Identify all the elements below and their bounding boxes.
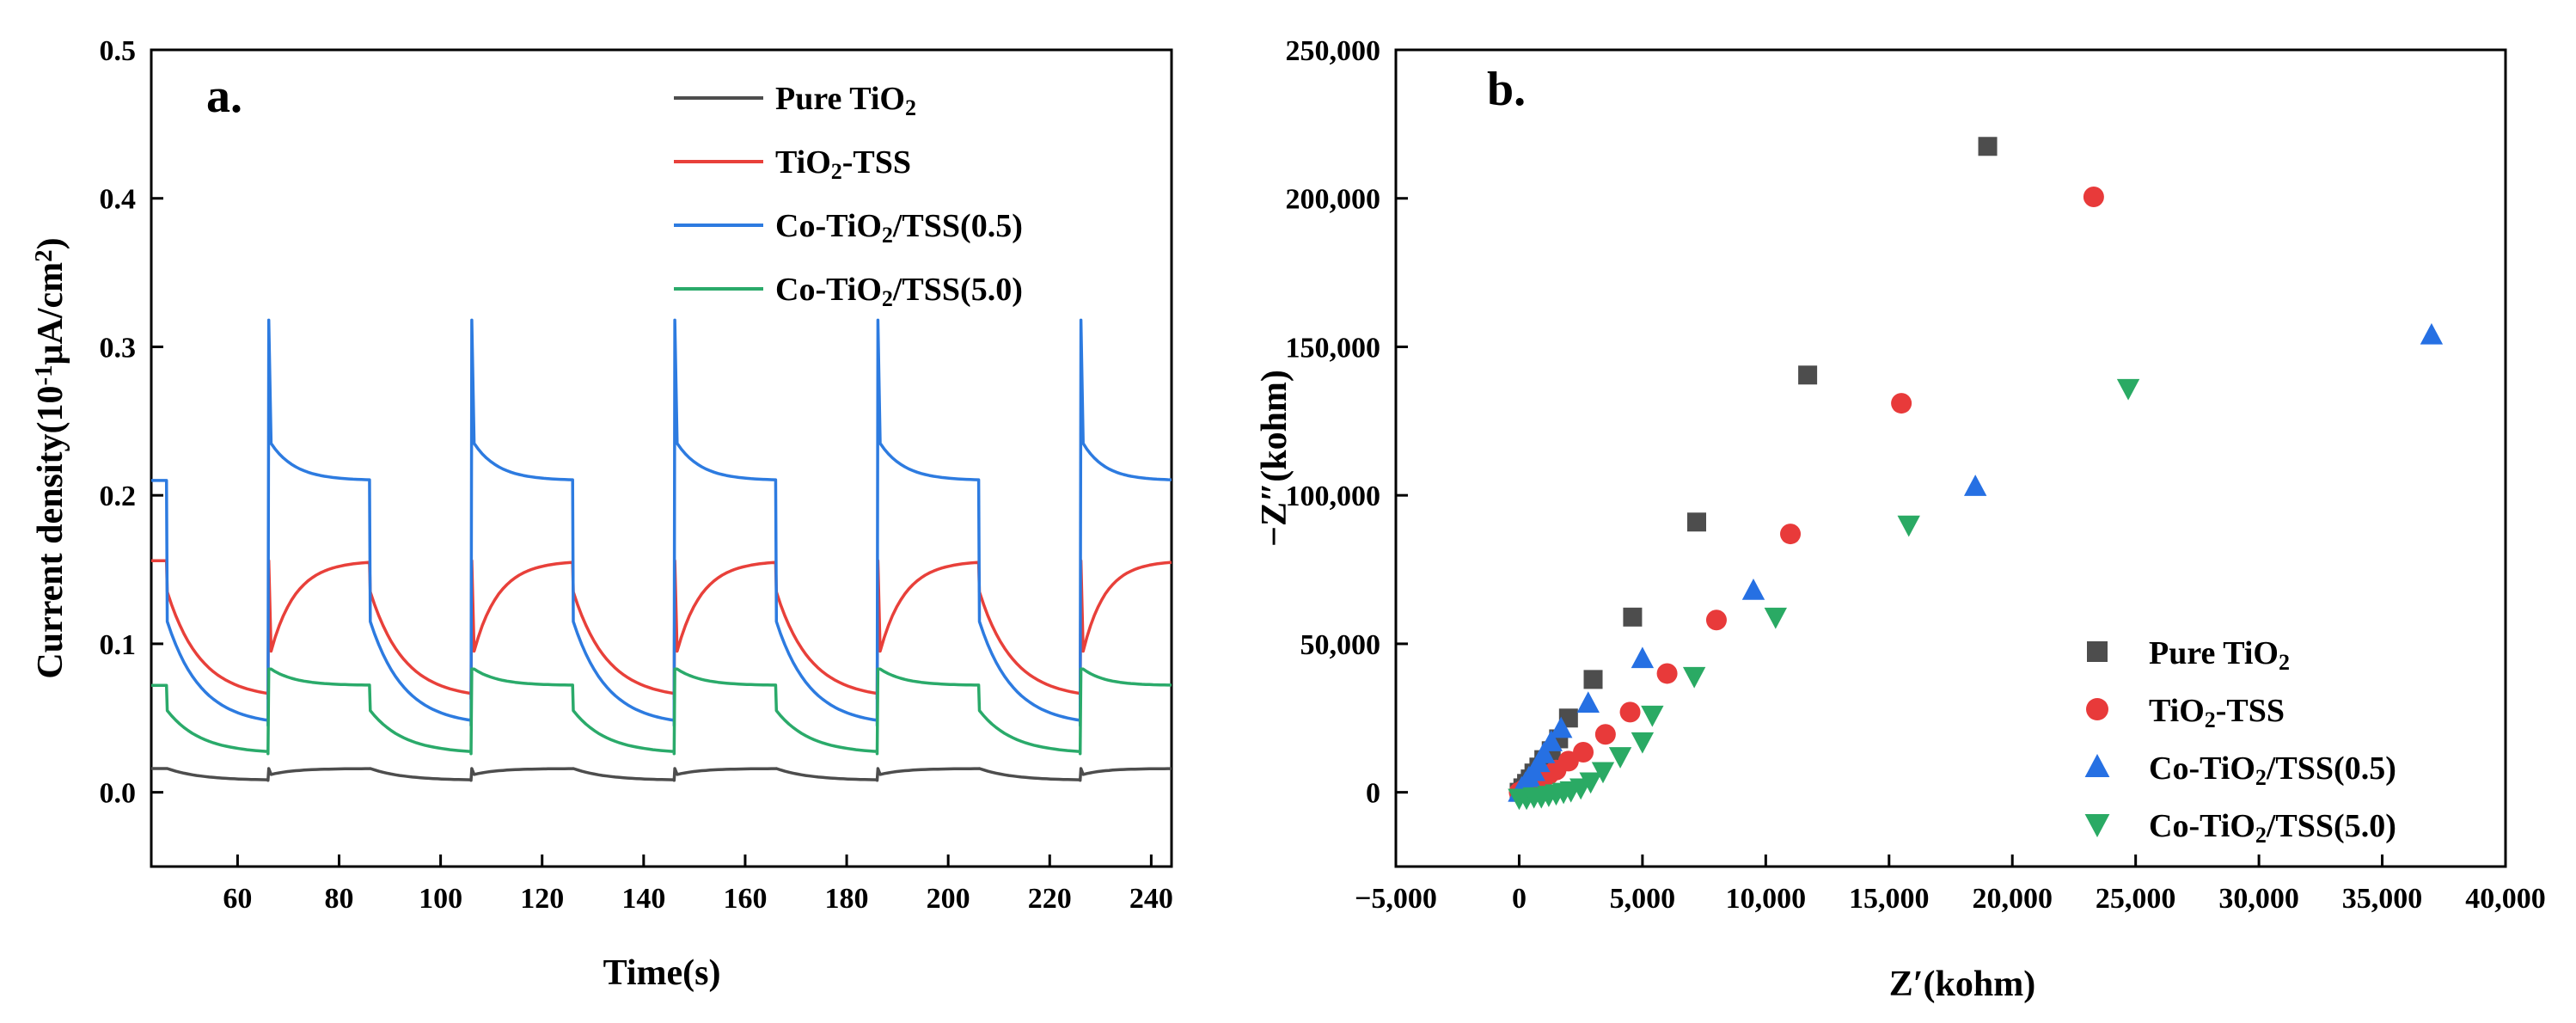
data-point [1631, 646, 1655, 669]
x-tick-label-b: 25,000 [2096, 883, 2176, 915]
y-tick-label-a: 0.5 [100, 35, 137, 67]
data-point [1591, 762, 1615, 784]
data-point [1576, 691, 1600, 713]
legend-marker-b [2084, 754, 2110, 777]
legend-label-a: Pure TiO2 [775, 81, 916, 120]
x-tick-label-b: 40,000 [2465, 883, 2546, 915]
x-tick-label-a: 240 [1129, 883, 1173, 915]
x-tick-label-b: 10,000 [1726, 883, 1807, 915]
data-point [1594, 724, 1616, 745]
data-point [1631, 732, 1655, 754]
x-tick-label-a: 80 [325, 883, 354, 915]
data-point [1963, 475, 1987, 496]
series-line [150, 559, 1172, 701]
data-point [1891, 393, 1912, 414]
data-point [1623, 607, 1643, 627]
data-point [1573, 742, 1594, 763]
data-point [1656, 663, 1678, 684]
x-tick-label-a: 140 [621, 883, 665, 915]
chart-a: 60 80 100 120 140 160 180 200 220 240 0.00.10.20.… [30, 35, 1172, 993]
plot-frame-b [1394, 48, 2507, 868]
plot-frame-a [150, 48, 1173, 868]
y-axis-title-b: −Z″(kohm) [1255, 370, 1294, 547]
y-tick-label-a: 0.3 [100, 332, 137, 364]
x-tick-label-b: 35,000 [2342, 883, 2423, 915]
y-axis-b: 0 50,000 100,000 150,000 200,000 250,000 [1286, 35, 1408, 810]
data-point [1557, 750, 1579, 772]
series-group-b [1508, 137, 2444, 811]
data-point [1550, 716, 1573, 738]
y-axis-a: 0.0 0.1 0.2 0.3 0.4 0.5 [100, 35, 163, 810]
data-point [1682, 666, 1706, 689]
data-point [1619, 701, 1641, 723]
legend-b: Pure TiO2 TiO2-TSS Co-TiO2/TSS(0.5) Co-TiO2… [2084, 635, 2396, 848]
x-tick-label-b: 20,000 [1972, 883, 2053, 915]
legend-label-b: Co-TiO2/TSS(0.5) [2149, 750, 2396, 790]
x-tick-label-a: 180 [825, 883, 869, 915]
y-tick-label-b: 50,000 [1300, 629, 1381, 661]
data-point [1583, 670, 1603, 689]
x-tick-label-a: 100 [419, 883, 462, 915]
y-axis-title-a: Current density(10-1μA/cm2) [30, 237, 70, 678]
data-point [1780, 524, 1802, 545]
data-point [2116, 378, 2140, 401]
x-axis-title-b: Z′(kohm) [1889, 965, 2036, 1004]
series-line [150, 318, 1172, 727]
legend-label-b: Pure TiO2 [2149, 635, 2290, 675]
legend-a: Pure TiO2 TiO2-TSS Co-TiO2/TSS(0.5) Co-TiO2… [674, 81, 1023, 311]
data-point [2420, 322, 2444, 345]
panel-label-a: a. [206, 70, 242, 123]
x-tick-label-a: 160 [723, 883, 767, 915]
data-point [1579, 772, 1602, 794]
data-point [1705, 610, 1727, 631]
panel-label-b: b. [1487, 63, 1526, 116]
y-tick-label-a: 0.4 [100, 184, 137, 216]
data-point [1539, 730, 1563, 751]
series-line [150, 767, 1172, 782]
data-point [1641, 705, 1664, 727]
data-point [1764, 607, 1788, 629]
x-tick-label-b: −5,000 [1355, 883, 1437, 915]
legend-marker-b [2086, 698, 2108, 720]
x-tick-label-a: 120 [520, 883, 564, 915]
y-tick-label-b: 250,000 [1286, 35, 1381, 67]
x-tick-label-b: 5,000 [1610, 883, 1676, 915]
y-tick-label-a: 0.0 [100, 778, 137, 810]
data-point [2083, 187, 2104, 207]
y-tick-label-b: 150,000 [1286, 332, 1381, 364]
legend-label-a: TiO2-TSS [775, 144, 911, 184]
y-tick-label-a: 0.1 [100, 629, 137, 661]
legend-marker-b [2087, 641, 2108, 662]
data-point [1608, 747, 1632, 769]
legend-label-a: Co-TiO2/TSS(0.5) [775, 208, 1023, 248]
data-point [1532, 741, 1556, 763]
y-tick-label-a: 0.2 [100, 481, 137, 512]
y-tick-label-b: 100,000 [1286, 481, 1381, 512]
x-tick-label-a: 220 [1028, 883, 1072, 915]
x-tick-label-b: 0 [1512, 883, 1527, 915]
legend-label-b: TiO2-TSS [2149, 693, 2285, 732]
x-axis-b: −5,000 0 5,000 10,000 15,000 20,000 25,000 30,0… [1355, 855, 2546, 915]
x-tick-label-b: 30,000 [2218, 883, 2299, 915]
data-point [1687, 512, 1707, 532]
y-tick-label-b: 200,000 [1286, 184, 1381, 216]
x-axis-title-a: Time(s) [603, 953, 721, 993]
data-point [1897, 515, 1920, 537]
data-point [1741, 578, 1765, 600]
y-tick-label-b: 0 [1366, 778, 1380, 810]
legend-label-b: Co-TiO2/TSS(5.0) [2149, 808, 2396, 848]
x-tick-label-b: 15,000 [1849, 883, 1930, 915]
legend-marker-b [2084, 814, 2110, 837]
x-tick-label-a: 200 [927, 883, 970, 915]
legend-label-a: Co-TiO2/TSS(5.0) [775, 272, 1023, 311]
series-line [150, 667, 1172, 756]
x-axis-a: 60 80 100 120 140 160 180 200 220 240 [223, 855, 1173, 915]
data-point [1798, 365, 1818, 385]
x-tick-label-a: 60 [223, 883, 252, 915]
data-point [1978, 137, 1998, 156]
chart-b: −5,000 0 5,000 10,000 15,000 20,000 25,000 30,0… [1255, 35, 2546, 1004]
series-group-a [150, 318, 1172, 782]
